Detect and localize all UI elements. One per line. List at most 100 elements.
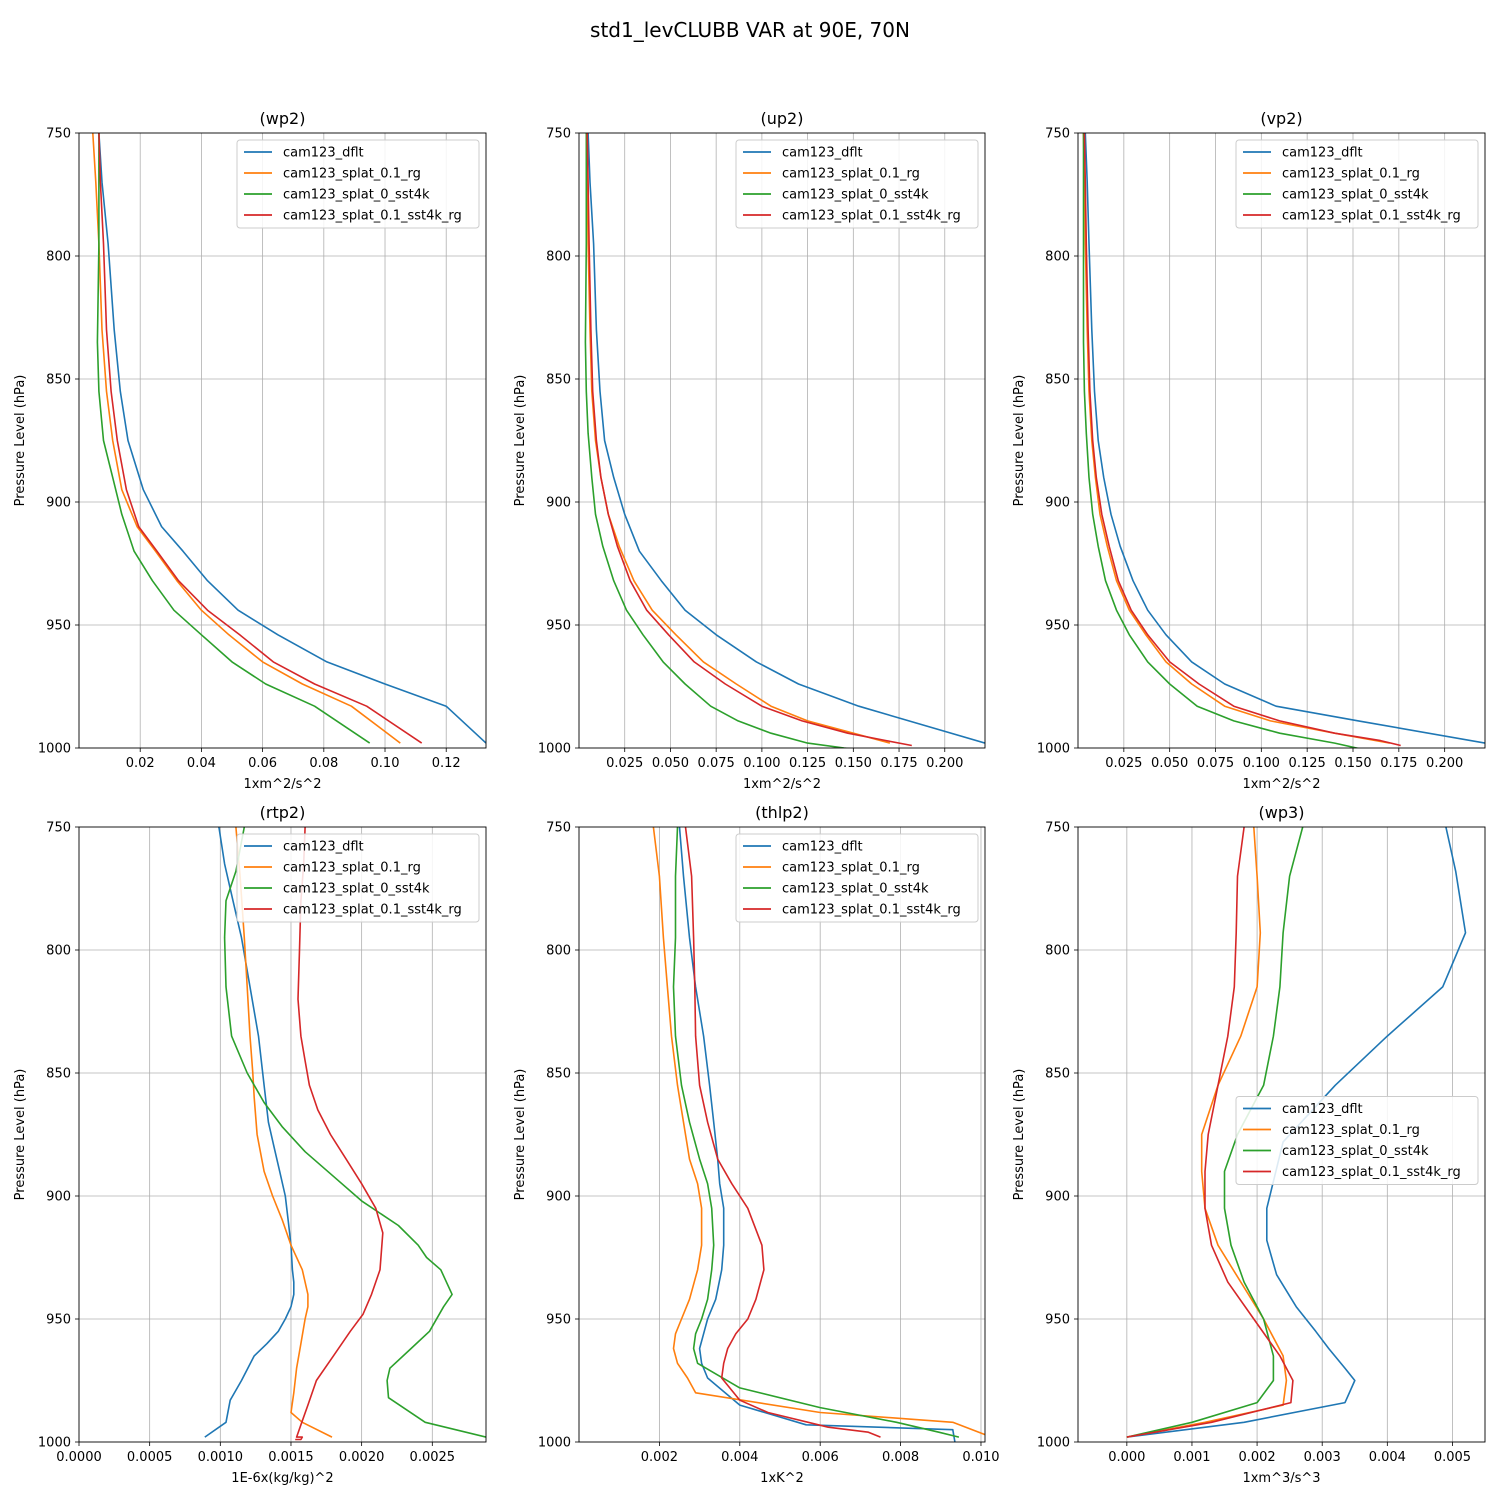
y-tick-label: 900 xyxy=(1045,496,1070,511)
legend-box xyxy=(735,833,979,923)
y-tick-label: 800 xyxy=(546,944,571,959)
legend-label-0: cam123_dflt xyxy=(782,840,863,855)
x-tick-label: 0.04 xyxy=(187,756,216,771)
series-line-cam123_splat_0.1_rg xyxy=(585,133,891,744)
subplot-1: 0.025 0.050 0.075 0.100 0.125 0.150 0.175 0.200… xyxy=(513,109,986,792)
x-tick-label: 0.005 xyxy=(1434,1450,1471,1465)
y-tick-label: 950 xyxy=(546,1313,571,1328)
figure-title: std1_levCLUBB VAR at 90E, 70N xyxy=(590,18,910,42)
x-tick-label: 0.025 xyxy=(1105,756,1142,771)
legend-label-3: cam123_splat_0.1_sst4k_rg xyxy=(782,903,961,918)
legend-label-3: cam123_splat_0.1_sst4k_rg xyxy=(283,903,462,918)
legend-label-0: cam123_dflt xyxy=(283,146,364,161)
legend-label-0: cam123_dflt xyxy=(283,840,364,855)
series-line-cam123_splat_0_sst4k xyxy=(584,133,852,748)
y-tick-label: 850 xyxy=(46,373,71,388)
y-tick-label: 750 xyxy=(46,821,71,836)
subplot-3: 0.0000 0.0005 0.0010 0.0015 0.0020 0.0025 750 8… xyxy=(13,803,487,1486)
subplot-5: 0.000 0.001 0.002 0.003 0.004 0.005 750 800 850 9… xyxy=(1012,803,1486,1486)
x-tick-label: 0.10 xyxy=(371,756,400,771)
subplot-title: (up2) xyxy=(761,109,804,128)
series-line-cam123_splat_0.1_rg xyxy=(652,827,985,1436)
y-axis-label: Pressure Level (hPa) xyxy=(13,375,28,507)
subplot-2: 0.025 0.050 0.075 0.100 0.125 0.150 0.175 0.200… xyxy=(1012,109,1486,792)
x-axis-label: 1xm^2/s^2 xyxy=(243,777,321,792)
subplot-title: (vp2) xyxy=(1260,109,1302,128)
series-group xyxy=(1082,133,1485,748)
axes-frame xyxy=(1077,826,1486,1443)
legend-label-2: cam123_splat_0_sst4k xyxy=(283,882,430,897)
x-tick-label: 0.004 xyxy=(1369,1450,1406,1465)
y-axis-label: Pressure Level (hPa) xyxy=(1012,375,1027,507)
series-line-cam123_splat_0.1_sst4k_rg xyxy=(1126,827,1294,1438)
y-tick-label: 850 xyxy=(546,373,571,388)
x-tick-label: 0.0005 xyxy=(127,1450,173,1465)
x-axis-label: 1E-6x(kg/kg)^2 xyxy=(231,1471,333,1486)
x-tick-label: 0.0010 xyxy=(198,1450,244,1465)
series-line-cam123_splat_0.1_sst4k_rg xyxy=(586,133,912,747)
y-axis-label: Pressure Level (hPa) xyxy=(1012,1069,1027,1201)
y-tick-label: 900 xyxy=(46,496,71,511)
x-tick-label: 0.075 xyxy=(698,756,735,771)
legend: cam123_dflt cam123_splat_0.1_rg cam123_spl… xyxy=(1235,1096,1479,1185)
y-tick-label: 950 xyxy=(1045,1313,1070,1328)
subplot-grid: 0.02 0.04 0.06 0.08 0.10 0.12 750 800 850 900 950 1… xyxy=(13,109,1486,1486)
x-axis-label: 1xm^3/s^3 xyxy=(1242,1471,1320,1486)
y-tick-label: 900 xyxy=(46,1190,71,1205)
axes-frame xyxy=(578,826,986,1443)
series-line-cam123_splat_0_sst4k xyxy=(223,827,486,1438)
subplot-title: (wp3) xyxy=(1259,803,1305,822)
x-tick-label: 0.008 xyxy=(882,1450,919,1465)
legend: cam123_dflt cam123_splat_0.1_rg cam123_spl… xyxy=(735,139,979,229)
subplot-0: 0.02 0.04 0.06 0.08 0.10 0.12 750 800 850 900 950 1… xyxy=(13,109,487,792)
x-tick-label: 0.003 xyxy=(1304,1450,1341,1465)
legend-label-1: cam123_splat_0.1_rg xyxy=(782,167,920,182)
subplot-title: (wp2) xyxy=(260,109,306,128)
y-tick-label: 1000 xyxy=(1037,1436,1070,1451)
y-tick-label: 1000 xyxy=(38,742,71,757)
legend-label-2: cam123_splat_0_sst4k xyxy=(782,188,929,203)
x-tick-label: 0.175 xyxy=(880,756,917,771)
legend: cam123_dflt cam123_splat_0.1_rg cam123_spl… xyxy=(1235,139,1479,229)
legend: cam123_dflt cam123_splat_0.1_rg cam123_spl… xyxy=(735,833,979,923)
x-tick-label: 0.06 xyxy=(248,756,277,771)
series-line-cam123_splat_0.1_rg xyxy=(1082,133,1390,744)
series-line-cam123_splat_0.1_sst4k_rg xyxy=(98,133,423,744)
y-tick-label: 750 xyxy=(546,127,571,142)
legend-label-2: cam123_splat_0_sst4k xyxy=(782,882,929,897)
legend-label-2: cam123_splat_0_sst4k xyxy=(1282,1144,1429,1159)
subplot-4: 0.002 0.004 0.006 0.008 0.010 750 800 850 900 950… xyxy=(513,803,1000,1486)
x-tick-label: 0.004 xyxy=(721,1450,758,1465)
y-tick-label: 750 xyxy=(46,127,71,142)
legend-label-2: cam123_splat_0_sst4k xyxy=(283,188,430,203)
x-tick-label: 0.02 xyxy=(126,756,155,771)
legend-label-1: cam123_splat_0.1_rg xyxy=(1282,1123,1420,1138)
y-tick-label: 750 xyxy=(1045,821,1070,836)
legend-box xyxy=(735,139,979,229)
series-group xyxy=(584,133,985,748)
series-line-cam123_splat_0_sst4k xyxy=(1126,827,1304,1438)
y-tick-label: 1000 xyxy=(38,1436,71,1451)
y-tick-label: 950 xyxy=(546,619,571,634)
series-line-cam123_dflt xyxy=(98,133,486,744)
axes-frame xyxy=(78,132,487,749)
y-tick-label: 800 xyxy=(1045,944,1070,959)
legend-label-3: cam123_splat_0.1_sst4k_rg xyxy=(1282,209,1461,224)
legend-label-3: cam123_splat_0.1_sst4k_rg xyxy=(283,209,462,224)
x-tick-label: 0.0000 xyxy=(56,1450,102,1465)
y-tick-label: 900 xyxy=(1045,1190,1070,1205)
y-tick-label: 900 xyxy=(546,1190,571,1205)
x-tick-label: 0.150 xyxy=(835,756,872,771)
x-tick-label: 0.12 xyxy=(432,756,461,771)
y-tick-label: 800 xyxy=(46,250,71,265)
series-line-cam123_splat_0.1_sst4k_rg xyxy=(684,827,881,1438)
axes-frame xyxy=(578,132,986,749)
legend-box xyxy=(1235,139,1479,229)
legend: cam123_dflt cam123_splat_0.1_rg cam123_spl… xyxy=(236,139,480,229)
x-tick-label: 0.125 xyxy=(789,756,826,771)
axes-frame xyxy=(1077,132,1486,749)
series-line-cam123_splat_0.1_sst4k_rg xyxy=(1083,133,1401,747)
x-tick-label: 0.075 xyxy=(1197,756,1234,771)
y-tick-label: 850 xyxy=(546,1067,571,1082)
x-tick-label: 0.025 xyxy=(606,756,643,771)
